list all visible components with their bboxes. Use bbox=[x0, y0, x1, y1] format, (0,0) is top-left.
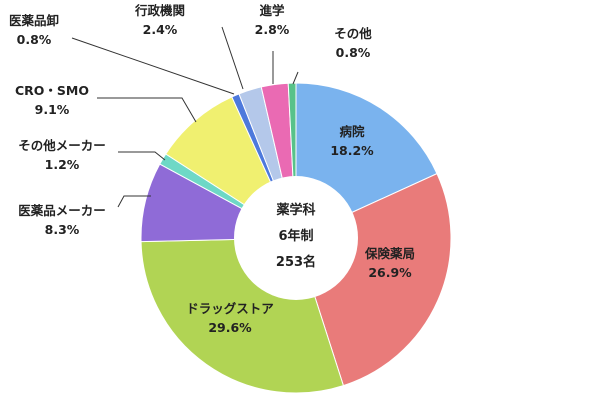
slice-label-8: 行政機関 2.4% bbox=[134, 3, 185, 37]
slice-category: 医薬品メーカー bbox=[18, 203, 106, 218]
slice-percent: 26.9% bbox=[368, 265, 412, 280]
slice-category: その他 bbox=[334, 26, 372, 41]
leader-lines bbox=[71, 26, 299, 208]
leader-line-6 bbox=[97, 97, 197, 123]
slice-percent: 8.3% bbox=[45, 222, 80, 237]
slice-label-7: 医薬品卸 0.8% bbox=[9, 13, 59, 47]
slice-percent: 1.2% bbox=[45, 157, 80, 172]
leader-line-4 bbox=[117, 195, 151, 208]
slice-label-9: 進学 2.8% bbox=[255, 3, 290, 37]
slice-label-2: 保険薬局 26.9% bbox=[364, 246, 415, 280]
slice-labels: 病院 18.2% 保険薬局 26.9% ドラッグストア 29.6% 医薬品メーカー 8.3% そ… bbox=[9, 3, 415, 335]
slice-percent: 18.2% bbox=[330, 143, 374, 158]
slice-label-10: その他 0.8% bbox=[334, 26, 372, 60]
leader-line-5 bbox=[118, 151, 166, 161]
slice-category: 進学 bbox=[259, 3, 285, 18]
slice-percent: 2.4% bbox=[143, 22, 178, 37]
center-text-line-1: 薬学科 bbox=[275, 202, 315, 218]
center-text-line-3: 253名 bbox=[276, 254, 316, 270]
center-text-line-2: 6年制 bbox=[278, 228, 313, 244]
slice-category: 行政機関 bbox=[134, 3, 185, 18]
slice-category: ドラッグストア bbox=[186, 301, 274, 316]
leader-line-8 bbox=[221, 26, 244, 90]
slice-category: その他メーカー bbox=[18, 138, 106, 153]
slice-category: CRO・SMO bbox=[15, 83, 89, 98]
slice-label-5: その他メーカー 1.2% bbox=[18, 138, 106, 172]
slice-label-6: CRO・SMO 9.1% bbox=[15, 83, 89, 117]
slice-percent: 0.8% bbox=[17, 32, 52, 47]
slice-percent: 2.8% bbox=[255, 22, 290, 37]
slice-label-3: ドラッグストア 29.6% bbox=[186, 301, 274, 335]
center-label: 薬学科 6年制 253名 bbox=[275, 202, 316, 270]
leader-line-7 bbox=[71, 37, 235, 95]
slice-category: 病院 bbox=[339, 124, 365, 139]
slice-percent: 0.8% bbox=[336, 45, 371, 60]
slice-label-4: 医薬品メーカー 8.3% bbox=[18, 203, 106, 237]
slice-category: 医薬品卸 bbox=[9, 13, 59, 28]
slice-label-1: 病院 18.2% bbox=[330, 124, 374, 158]
slice-category: 保険薬局 bbox=[364, 246, 415, 261]
slice-percent: 29.6% bbox=[208, 320, 252, 335]
leader-line-10 bbox=[292, 71, 299, 85]
donut-hole bbox=[234, 176, 358, 300]
slice-percent: 9.1% bbox=[35, 102, 70, 117]
